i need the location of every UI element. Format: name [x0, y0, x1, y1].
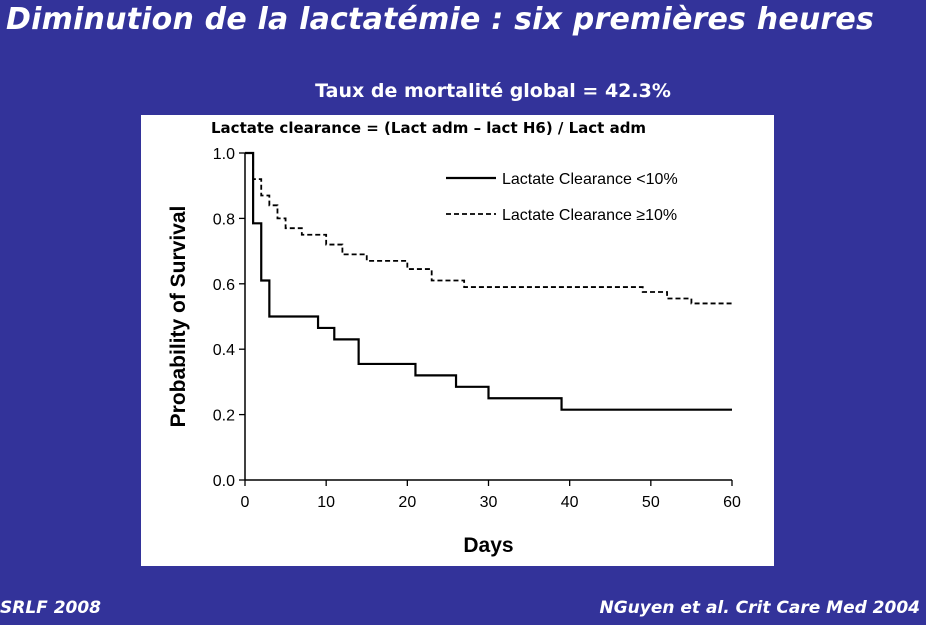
slide-title: Diminution de la lactatémie : six premiè…	[6, 2, 875, 37]
y-tick-label: 1.0	[213, 146, 235, 163]
chart-panel: Lactate clearance = (Lact adm – lact H6)…	[141, 115, 774, 566]
y-tick-label: 0.8	[213, 211, 235, 228]
y-axis-label: Probability of Survival	[167, 206, 190, 428]
y-tick-label: 0.6	[213, 277, 235, 294]
series-line-clearance-above-10	[245, 152, 733, 306]
x-tick-label: 10	[317, 494, 335, 511]
lactate-clearance-formula: Lactate clearance = (Lact adm – lact H6)…	[211, 119, 647, 137]
x-tick-label: 40	[561, 494, 579, 511]
x-axis-label: Days	[463, 534, 513, 557]
y-tick-label: 0.2	[213, 408, 235, 425]
mortality-rate-subtitle: Taux de mortalité global = 42.3%	[315, 80, 671, 102]
x-tick-label: 60	[723, 494, 741, 511]
chart-series	[245, 151, 733, 411]
x-tick-label: 30	[480, 494, 498, 511]
y-tick-label: 0.0	[213, 473, 235, 490]
footer-source-left: SRLF 2008	[0, 598, 102, 618]
x-tick-label: 50	[642, 494, 660, 511]
legend-label: Lactate Clearance ≥10%	[502, 207, 677, 224]
y-tick-label: 0.4	[213, 342, 235, 359]
series-line-clearance-below-10	[245, 151, 732, 411]
survival-chart: 0 10 20 30 40 50 60 0.0 0.2 0.4 0.6 0.8 1.0 Lactate …	[167, 146, 741, 557]
chart-axes: 0 10 20 30 40 50 60 0.0 0.2 0.4 0.6 0.8 1.0	[213, 146, 741, 511]
x-tick-label: 20	[398, 494, 416, 511]
legend-label: Lactate Clearance <10%	[502, 171, 678, 188]
chart-legend: Lactate Clearance <10% Lactate Clearance …	[446, 171, 678, 224]
footer-citation: NGuyen et al. Crit Care Med 2004	[599, 598, 920, 618]
x-tick-label: 0	[241, 494, 250, 511]
